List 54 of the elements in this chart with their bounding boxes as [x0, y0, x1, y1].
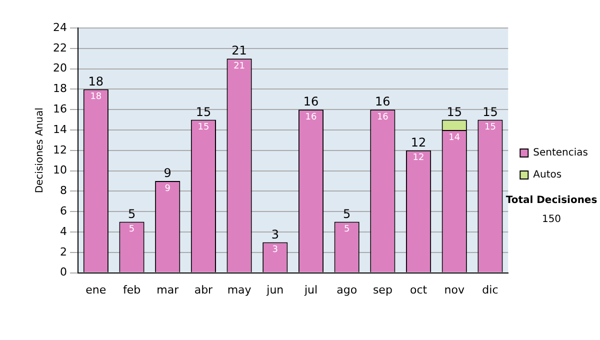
x-tick-label: ene [86, 283, 106, 296]
y-tick-label: 24 [52, 20, 67, 34]
total-label: 16 [303, 94, 319, 109]
total-label: 5 [128, 206, 136, 221]
data-label: 16 [305, 112, 317, 122]
total-label: 15 [196, 104, 212, 119]
x-tick-label: jul [303, 283, 318, 296]
data-label: 15 [484, 122, 496, 133]
total-label: 15 [482, 104, 498, 119]
y-tick-label: 20 [52, 62, 67, 75]
x-tick-label: jun [266, 283, 284, 296]
data-label: 15 [198, 122, 210, 133]
total-label: 9 [164, 166, 172, 180]
x-tick-label: nov [444, 283, 465, 296]
x-tick-label: dic [482, 283, 498, 296]
total-label: 21 [232, 44, 247, 58]
total-label: 15 [446, 104, 462, 119]
x-tick-label: may [227, 283, 252, 296]
y-tick-label: 8 [60, 184, 67, 198]
annotation: Total Decisiones [504, 195, 598, 206]
data-label: 9 [164, 184, 171, 194]
data-label: 18 [90, 92, 102, 102]
x-tick-label: abr [194, 283, 214, 296]
y-tick-label: 22 [52, 41, 67, 54]
total-label: 18 [88, 74, 104, 88]
total-label: 3 [271, 227, 279, 242]
y-tick-label: 4 [60, 224, 67, 238]
total-label: 12 [410, 136, 426, 150]
y-tick-label: 16 [52, 102, 67, 116]
data-label: 16 [376, 112, 389, 122]
x-tick-label: mar [156, 283, 180, 296]
x-tick-label: oct [410, 283, 428, 296]
legend-label: Autos [533, 170, 562, 181]
y-axis-title: Decisiones Anual [34, 108, 46, 194]
total-label: 5 [343, 206, 351, 221]
data-label: 5 [128, 224, 135, 235]
legend-label: Sentencias [533, 148, 588, 159]
data-label: 21 [234, 61, 246, 72]
x-tick-label: sep [372, 283, 392, 296]
text: 150 [540, 214, 562, 225]
data-label: 14 [448, 132, 460, 143]
y-tick-label: 2 [60, 245, 67, 258]
y-tick-label: 6 [60, 204, 67, 218]
data-label: 5 [344, 224, 350, 235]
total-label: 16 [375, 94, 390, 109]
data-label: 12 [412, 153, 424, 164]
data-label: 3 [272, 245, 278, 256]
y-tick-label: 12 [52, 143, 67, 156]
y-tick-label: 14 [52, 122, 67, 136]
y-tick-label: 10 [52, 164, 67, 177]
x-tick-label: ago [336, 283, 358, 296]
y-tick-label: 0 [60, 266, 67, 279]
y-tick-label: 18 [52, 82, 67, 96]
x-tick-label: feb [122, 283, 141, 296]
